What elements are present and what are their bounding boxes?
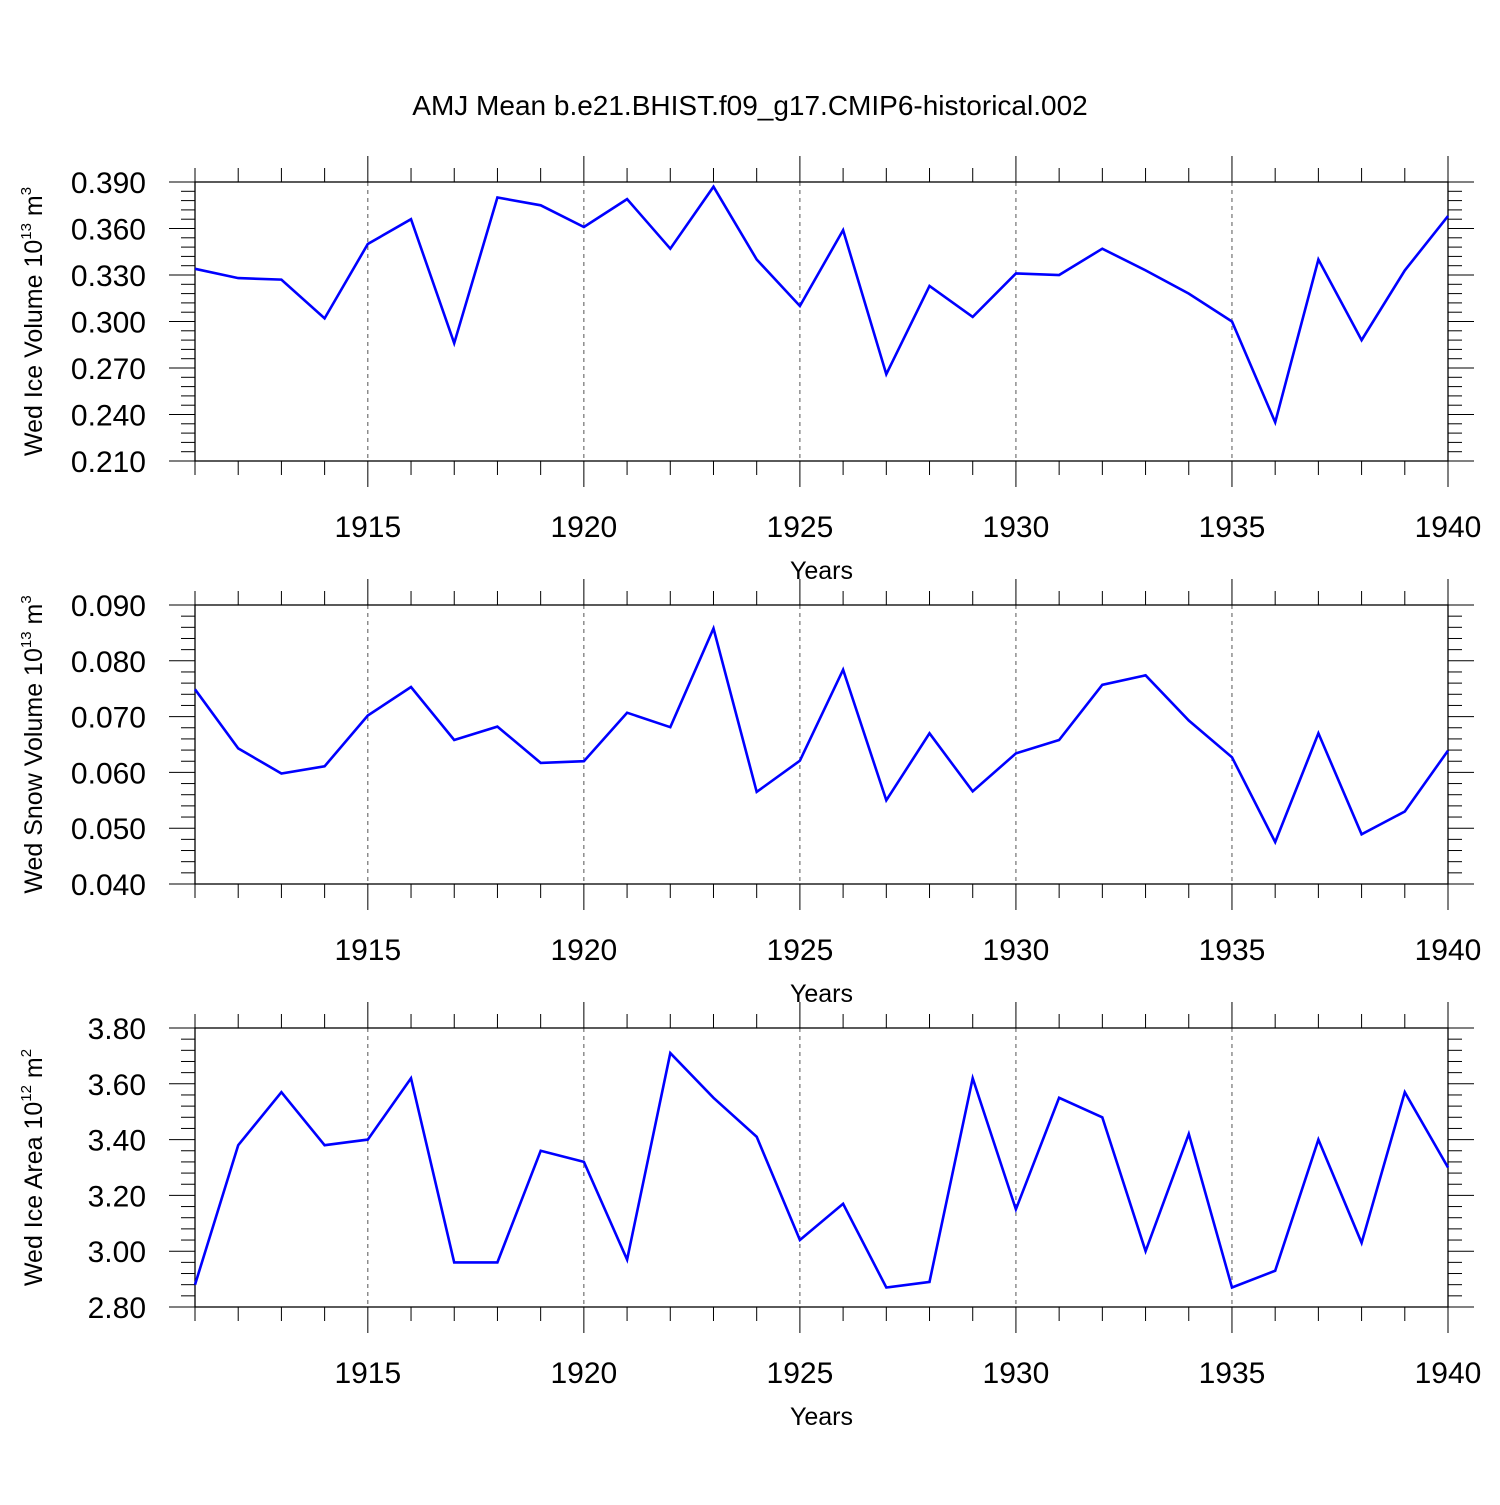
x-tick-label: 1935 <box>1199 1357 1266 1390</box>
x-tick-label: 1940 <box>1415 1357 1482 1390</box>
y-axis-label: Wed Snow Volume 1013 m3 <box>18 595 48 893</box>
y-tick-label: 3.80 <box>88 1013 146 1046</box>
x-tick-label: 1930 <box>983 511 1050 544</box>
chart-panel-snow-volume: 0.040 0.050 0.060 0.070 0.080 0.090 1915 1920 19… <box>18 579 1481 1008</box>
y-axis-label-text: Wed Ice Area 10 <box>20 1102 48 1286</box>
y-axis-label-exponent: 12 <box>18 1085 35 1102</box>
y-axis-label-unit: m <box>20 1057 48 1085</box>
y-tick-label: 0.360 <box>71 214 146 247</box>
y-tick-label: 0.330 <box>71 260 146 293</box>
series-line <box>193 624 1450 846</box>
y-tick-label: 0.210 <box>71 446 146 479</box>
y-axis-label-unit-exponent: 3 <box>18 187 35 195</box>
x-axis-label: Years <box>790 980 853 1008</box>
y-tick-label: 0.390 <box>71 167 146 200</box>
x-tick-label: 1935 <box>1199 934 1266 967</box>
y-tick-label: 0.050 <box>71 813 146 846</box>
x-tick-label: 1925 <box>767 511 834 544</box>
y-tick-label: 0.070 <box>71 702 146 735</box>
x-tick-label: 1915 <box>334 934 401 967</box>
x-tick-label: 1915 <box>334 511 401 544</box>
series-line <box>194 184 1450 427</box>
series-line <box>193 1050 1450 1290</box>
y-tick-label: 0.090 <box>71 590 146 623</box>
x-tick-label: 1915 <box>334 1357 401 1390</box>
x-tick-label: 1920 <box>550 511 617 544</box>
chart-panel-ice-area: 2.80 3.00 3.20 3.40 3.60 3.80 1915 1920 1925 1930… <box>18 1002 1481 1431</box>
y-tick-label: 3.20 <box>88 1180 146 1213</box>
y-axis-label-exponent: 13 <box>18 631 35 648</box>
y-axis-label: Wed Ice Area 1012 m2 <box>18 1049 48 1286</box>
x-tick-label: 1940 <box>1415 511 1482 544</box>
x-tick-label: 1920 <box>550 1357 617 1390</box>
x-tick-label: 1920 <box>550 934 617 967</box>
plot-frame <box>194 604 1449 885</box>
y-axis-label-exponent: 13 <box>18 223 35 240</box>
y-tick-label: 0.240 <box>71 400 146 433</box>
y-tick-label: 3.40 <box>88 1125 146 1158</box>
x-tick-label: 1925 <box>767 1357 834 1390</box>
y-axis-label-unit-exponent: 3 <box>18 595 35 603</box>
y-axis-label: Wed Ice Volume 1013 m3 <box>18 187 48 456</box>
y-tick-label: 0.040 <box>71 869 146 902</box>
y-tick-label: 0.300 <box>71 307 146 340</box>
y-tick-label: 2.80 <box>88 1292 146 1325</box>
y-tick-label: 0.270 <box>71 353 146 386</box>
plot-frame <box>194 1027 1449 1308</box>
y-axis-label-text: Wed Ice Volume 10 <box>20 240 48 456</box>
x-tick-label: 1940 <box>1415 934 1482 967</box>
x-tick-label: 1935 <box>1199 511 1266 544</box>
y-tick-label: 0.080 <box>71 646 146 679</box>
x-tick-label: 1925 <box>767 934 834 967</box>
chart-panel-ice-volume: 0.210 0.240 0.270 0.300 0.330 0.360 0.390 1915 1… <box>18 156 1481 585</box>
y-tick-label: 3.00 <box>88 1236 146 1269</box>
y-tick-label: 3.60 <box>88 1069 146 1102</box>
x-tick-label: 1930 <box>983 934 1050 967</box>
y-axis-label-unit-exponent: 2 <box>18 1049 35 1057</box>
x-axis-label: Years <box>790 557 853 585</box>
figure-title: AMJ Mean b.e21.BHIST.f09_g17.CMIP6-histo… <box>412 90 1088 121</box>
x-axis-label: Years <box>790 1403 853 1431</box>
plot-frame <box>194 181 1449 462</box>
y-axis-label-text: Wed Snow Volume 10 <box>20 648 48 894</box>
y-axis-label-unit: m <box>20 604 48 632</box>
y-axis-label-unit: m <box>20 195 48 223</box>
y-tick-label: 0.060 <box>71 757 146 790</box>
x-tick-label: 1930 <box>983 1357 1050 1390</box>
